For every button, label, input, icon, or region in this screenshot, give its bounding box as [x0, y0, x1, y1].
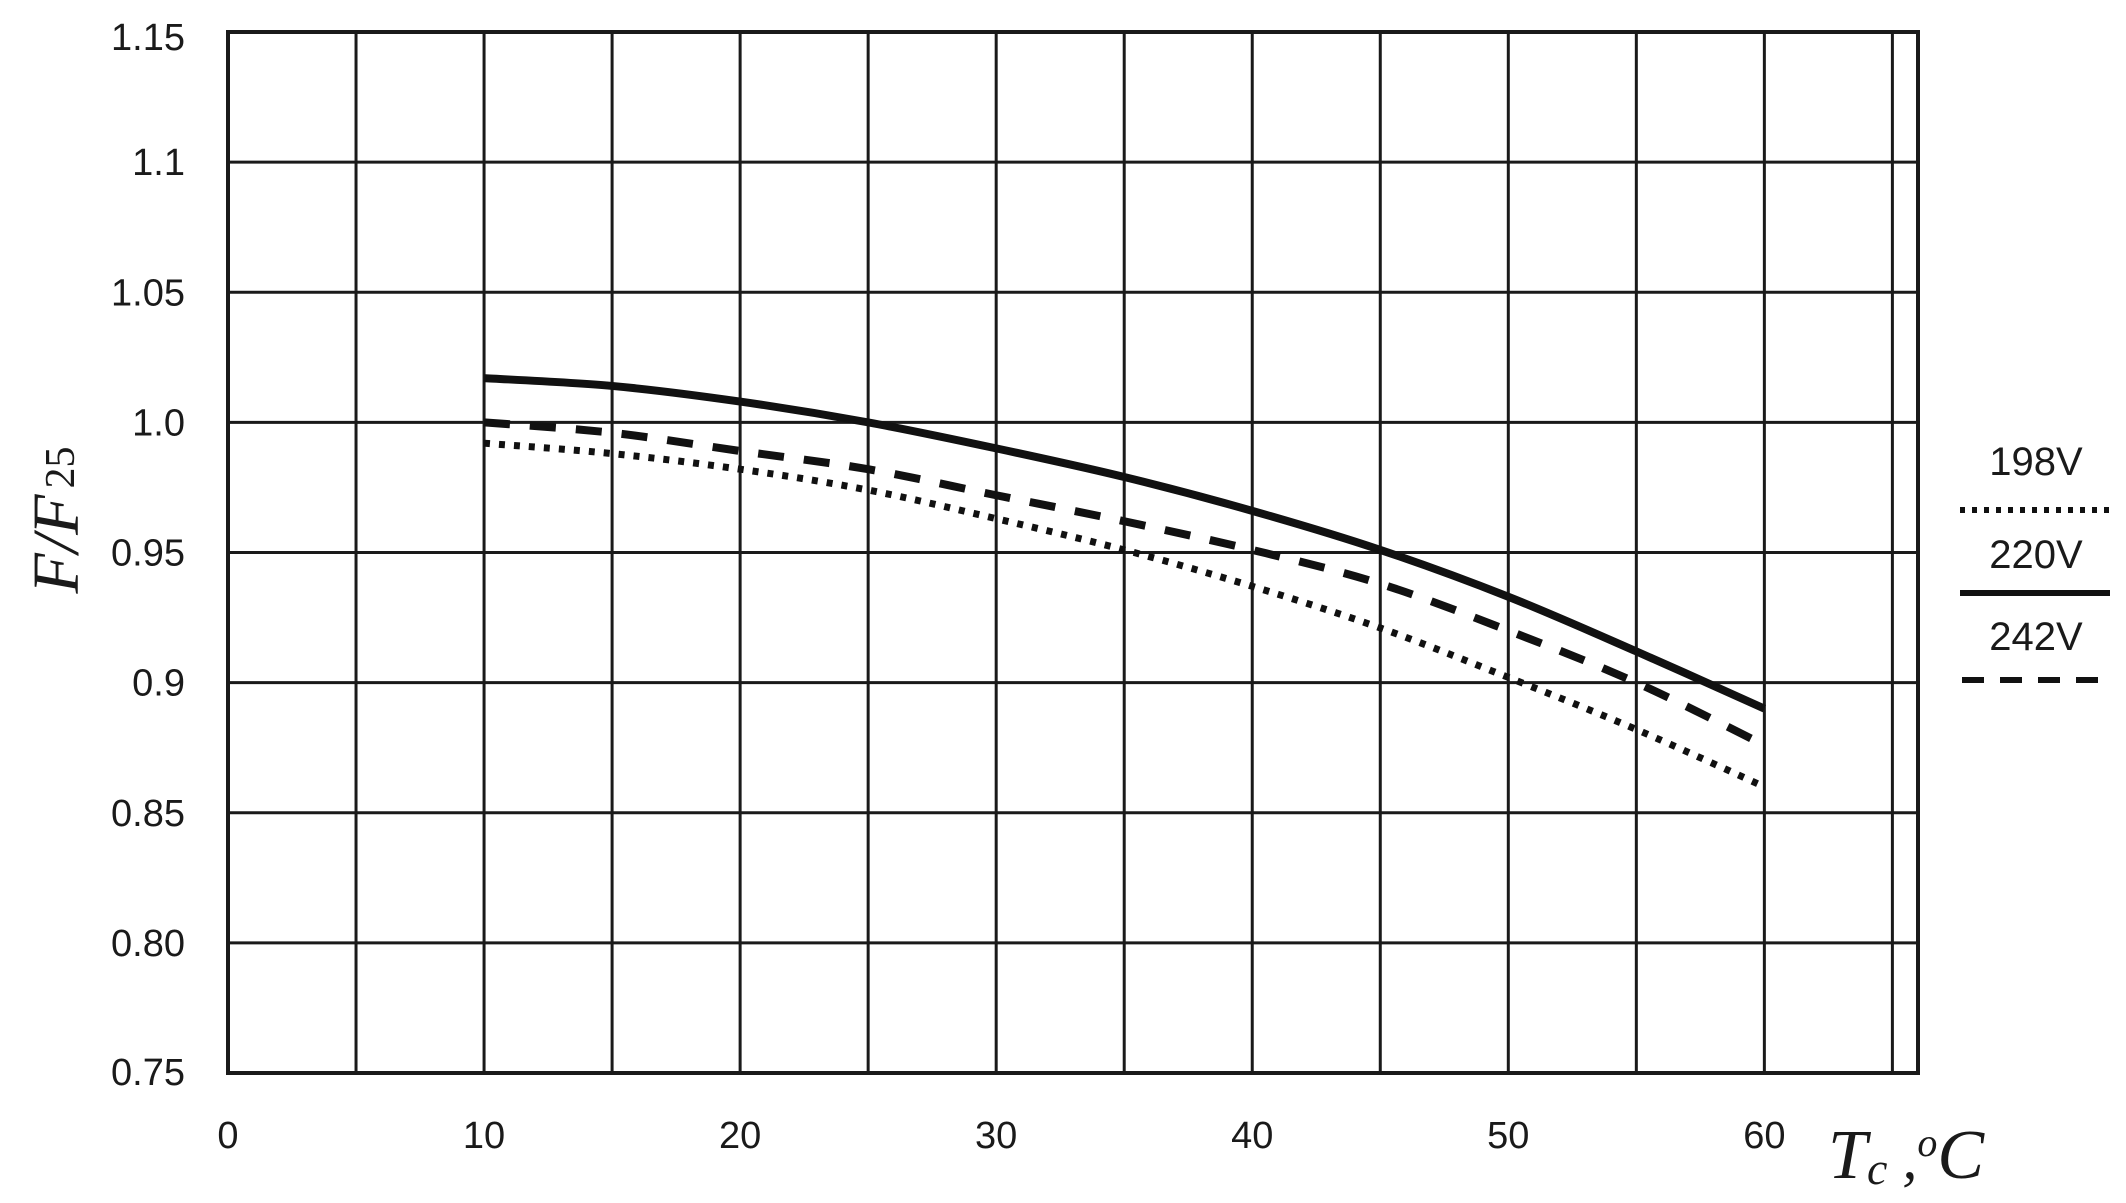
y-tick-label: 1.15 — [111, 17, 185, 59]
y-tick-labels: 0.75 0.80 0.85 0.9 0.95 1.0 1.05 1.1 1.15 — [111, 17, 185, 1094]
y-tick-label: 0.75 — [111, 1052, 185, 1094]
x-tick-label: 10 — [463, 1115, 505, 1157]
y-axis-label: F/F 25 — [20, 447, 93, 595]
legend-label-220V: 220V — [1989, 533, 2083, 577]
x-tick-label: 20 — [719, 1115, 761, 1157]
x-tick-label: 60 — [1743, 1115, 1785, 1157]
x-axis-label-unit: C — [1937, 1117, 1985, 1194]
series-lines — [483, 374, 1767, 790]
y-tick-label: 1.1 — [132, 142, 185, 184]
series-line-198V — [483, 439, 1766, 790]
y-tick-label: 0.80 — [111, 923, 185, 965]
plot-border — [226, 30, 1920, 1075]
y-tick-label: 0.9 — [132, 663, 185, 705]
legend-label-198V: 198V — [1989, 440, 2083, 484]
x-tick-label: 50 — [1487, 1115, 1529, 1157]
x-axis-label-sep: , — [1887, 1125, 1917, 1191]
legend-label-242V: 242V — [1989, 615, 2083, 659]
y-tick-label: 0.85 — [111, 793, 185, 835]
y-tick-label: 1.05 — [111, 272, 185, 314]
x-axis-label-main: T — [1828, 1117, 1872, 1194]
grid — [228, 32, 1918, 1073]
x-axis-label-sup: o — [1917, 1120, 1937, 1165]
x-tick-label: 40 — [1231, 1115, 1273, 1157]
y-axis-label-sub: 25 — [38, 447, 84, 489]
x-tick-labels: 0 10 20 30 40 50 60 — [217, 1115, 1785, 1157]
legend: 198V 220V 242V — [1960, 440, 2110, 683]
series-line-242V — [483, 418, 1767, 749]
y-axis-label-main: F/F — [20, 494, 93, 595]
plot-frame — [226, 30, 1920, 1075]
x-tick-label: 30 — [975, 1115, 1017, 1157]
x-axis-label-sub: c — [1867, 1143, 1887, 1194]
series-line-220V — [483, 374, 1766, 713]
y-tick-label: 0.95 — [111, 533, 185, 575]
y-tick-label: 1.0 — [132, 402, 185, 444]
x-tick-label: 0 — [217, 1115, 238, 1157]
x-axis-label: Tc ,oC — [1828, 1117, 1985, 1194]
